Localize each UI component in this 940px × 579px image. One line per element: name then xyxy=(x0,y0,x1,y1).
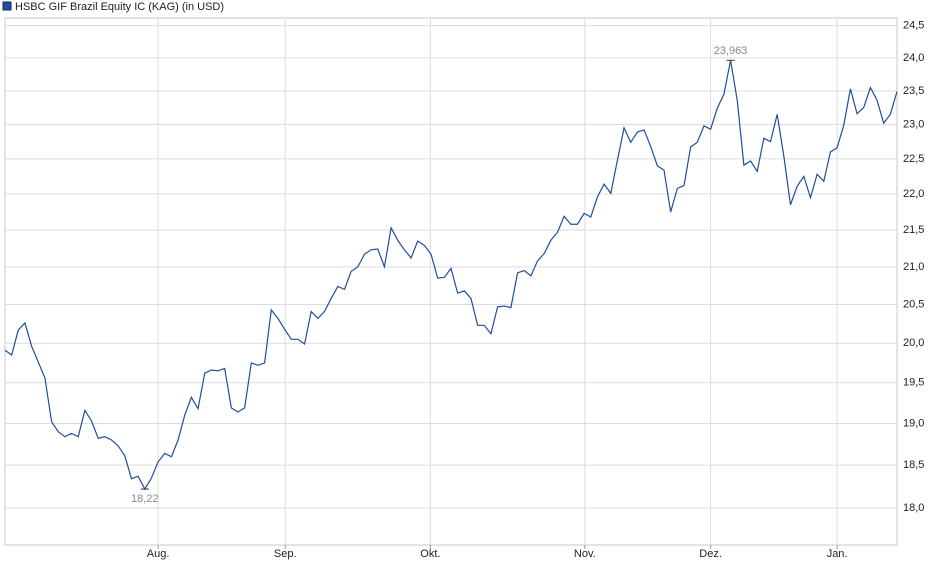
y-tick-label: 18,0 xyxy=(903,502,924,514)
y-tick-label: 19,5 xyxy=(903,377,924,389)
y-tick-label: 18,5 xyxy=(903,459,924,471)
extreme-label: 23,963 xyxy=(714,45,748,57)
extreme-label: 18,22 xyxy=(131,493,159,505)
y-tick-label: 21,0 xyxy=(903,261,924,273)
y-tick-label: 19,0 xyxy=(903,417,924,429)
price-line xyxy=(4,60,898,491)
x-tick-label: Sep. xyxy=(274,548,297,560)
x-tick-label: Dez. xyxy=(699,548,722,560)
y-tick-label: 21,5 xyxy=(903,224,924,236)
x-tick-label: Aug. xyxy=(147,548,170,560)
y-tick-label: 24,5 xyxy=(903,20,924,32)
y-tick-label: 23,0 xyxy=(903,118,924,130)
y-tick-label: 22,0 xyxy=(903,188,924,200)
chart-title: HSBC GIF Brazil Equity IC (KAG) (in USD) xyxy=(15,1,224,13)
x-tick-label: Nov. xyxy=(574,548,596,560)
legend-swatch xyxy=(2,1,12,11)
y-tick-label: 20,5 xyxy=(903,298,924,310)
plot-area xyxy=(4,17,898,546)
y-tick-label: 20,0 xyxy=(903,337,924,349)
x-tick-label: Okt. xyxy=(420,548,440,560)
x-tick-label: Jan. xyxy=(827,548,848,560)
y-tick-label: 23,5 xyxy=(903,85,924,97)
y-tick-label: 24,0 xyxy=(903,52,924,64)
y-tick-label: 22,5 xyxy=(903,153,924,165)
